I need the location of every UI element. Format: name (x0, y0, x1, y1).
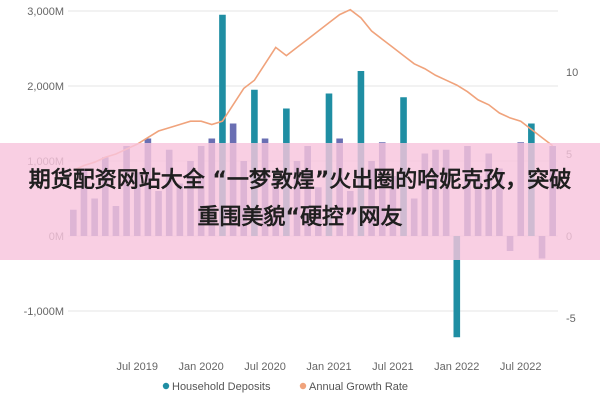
x-tick-label: Jul 2020 (244, 361, 286, 373)
bar (219, 14, 226, 236)
x-tick-label: Jul 2019 (116, 361, 158, 373)
y-left-tick-label: 2,000M (27, 81, 64, 93)
legend: Household Deposits Annual Growth Rate (162, 381, 408, 393)
y-left-tick-label: -1,000M (24, 306, 64, 318)
legend-label-annual-growth-rate: Annual Growth Rate (309, 381, 408, 393)
headline-overlay: 期货配资网站大全 “一梦敦煌”火出圈的哈妮克孜，突破重围美貌“硬控”网友 (0, 143, 600, 260)
y-right-tick-label: 10 (566, 67, 578, 79)
line-series-annual-growth-rate (72, 8, 554, 172)
x-tick-label: Jan 2021 (306, 361, 351, 373)
bar (453, 236, 461, 338)
headline-text: 期货配资网站大全 “一梦敦煌”火出圈的哈妮克孜，突破重围美貌“硬控”网友 (28, 168, 572, 230)
x-axis: Jul 2019 Jan 2020 Jul 2020 Jan 2021 Jul 2021… (116, 361, 541, 373)
y-right-tick-label: -5 (566, 313, 576, 325)
legend-marker-annual-growth-rate (299, 382, 307, 390)
legend-marker-household-deposits (162, 382, 170, 390)
x-tick-label: Jan 2022 (434, 361, 479, 373)
x-tick-label: Jul 2021 (372, 361, 414, 373)
x-tick-label: Jan 2020 (179, 361, 224, 373)
x-tick-label: Jul 2022 (500, 361, 542, 373)
y-left-tick-label: 3,000M (27, 6, 64, 18)
legend-label-household-deposits: Household Deposits (172, 381, 271, 393)
